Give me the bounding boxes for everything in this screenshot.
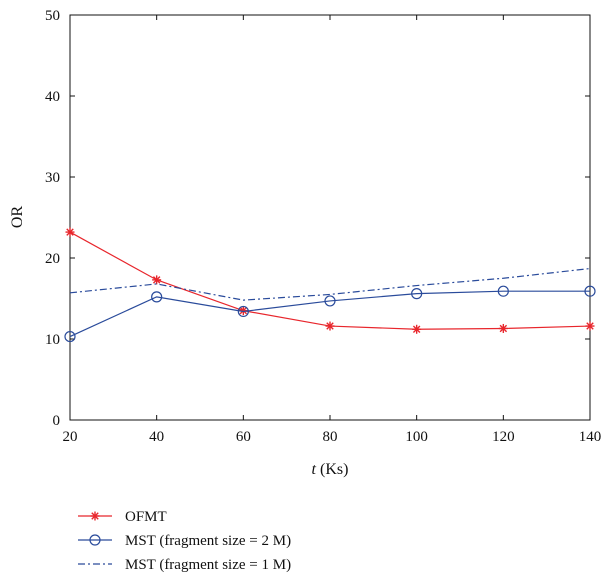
axis-ticks: 20 40 60 80 100 120 140 0 10 20 30 40 50 — [45, 8, 601, 445]
y-axis-label: OR — [9, 206, 26, 229]
data-point-series-1 — [585, 321, 595, 331]
data-point-series-1 — [498, 323, 508, 333]
x-tick-label: 20 — [63, 429, 78, 445]
data-point-series-2 — [324, 295, 336, 307]
data-point-series-2 — [584, 285, 596, 297]
x-tick-label: 120 — [492, 429, 515, 445]
legend: OFMT MST (fragment size = 2 M) MST (fragme… — [78, 509, 291, 573]
data-point-series-2 — [151, 291, 163, 303]
legend-marker-1 — [90, 511, 100, 521]
legend-label-3: MST (fragment size = 1 M) — [125, 557, 291, 573]
y-tick-label: 0 — [53, 413, 61, 429]
x-tick-label: 140 — [579, 429, 602, 445]
data-point-series-1 — [152, 275, 162, 285]
x-tick-label: 100 — [405, 429, 428, 445]
data-point-series-2 — [237, 305, 249, 318]
data-point-series-2 — [411, 288, 423, 300]
legend-marker-2 — [89, 534, 101, 546]
x-tick-label: 40 — [149, 429, 164, 445]
y-tick-label: 50 — [45, 8, 60, 24]
x-tick-label: 60 — [236, 429, 251, 445]
x-axis-unit: (Ks) — [316, 461, 348, 478]
y-tick-label: 40 — [45, 89, 60, 105]
data-point-series-1 — [412, 324, 422, 334]
legend-label-1: OFMT — [125, 509, 167, 525]
y-tick-label: 20 — [45, 251, 60, 267]
series-line-2 — [69, 290, 590, 338]
y-tick-label: 30 — [45, 170, 60, 186]
y-tick-label: 10 — [45, 332, 60, 348]
plot-area — [69, 14, 591, 421]
x-tick-label: 80 — [323, 429, 338, 445]
x-axis-label: t (Ks) — [312, 461, 349, 478]
data-point-series-2 — [497, 285, 509, 297]
data-point-series-2 — [64, 330, 76, 343]
series-group — [64, 227, 596, 343]
data-point-series-1 — [65, 227, 75, 237]
series-line-1 — [69, 231, 591, 330]
series-line-3 — [69, 267, 591, 301]
data-point-series-1 — [325, 321, 335, 331]
legend-label-2: MST (fragment size = 2 M) — [125, 533, 291, 549]
x-axis-variable: t — [312, 461, 317, 478]
